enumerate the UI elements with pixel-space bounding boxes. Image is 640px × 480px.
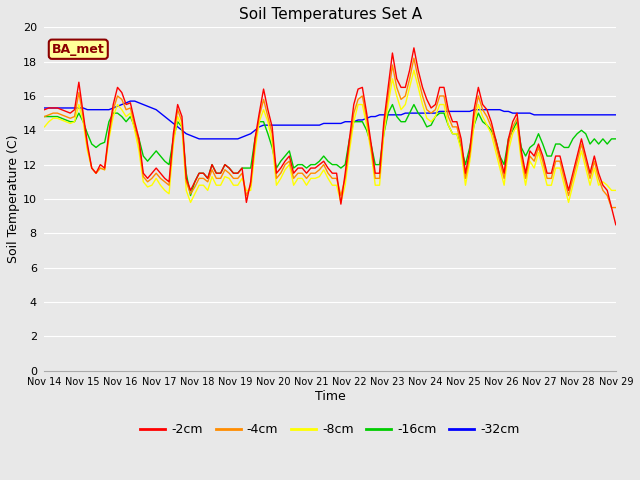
Legend: -2cm, -4cm, -8cm, -16cm, -32cm: -2cm, -4cm, -8cm, -16cm, -32cm bbox=[135, 418, 525, 441]
Text: BA_met: BA_met bbox=[52, 43, 105, 56]
Title: Soil Temperatures Set A: Soil Temperatures Set A bbox=[239, 7, 422, 22]
Y-axis label: Soil Temperature (C): Soil Temperature (C) bbox=[7, 135, 20, 263]
X-axis label: Time: Time bbox=[315, 390, 346, 403]
